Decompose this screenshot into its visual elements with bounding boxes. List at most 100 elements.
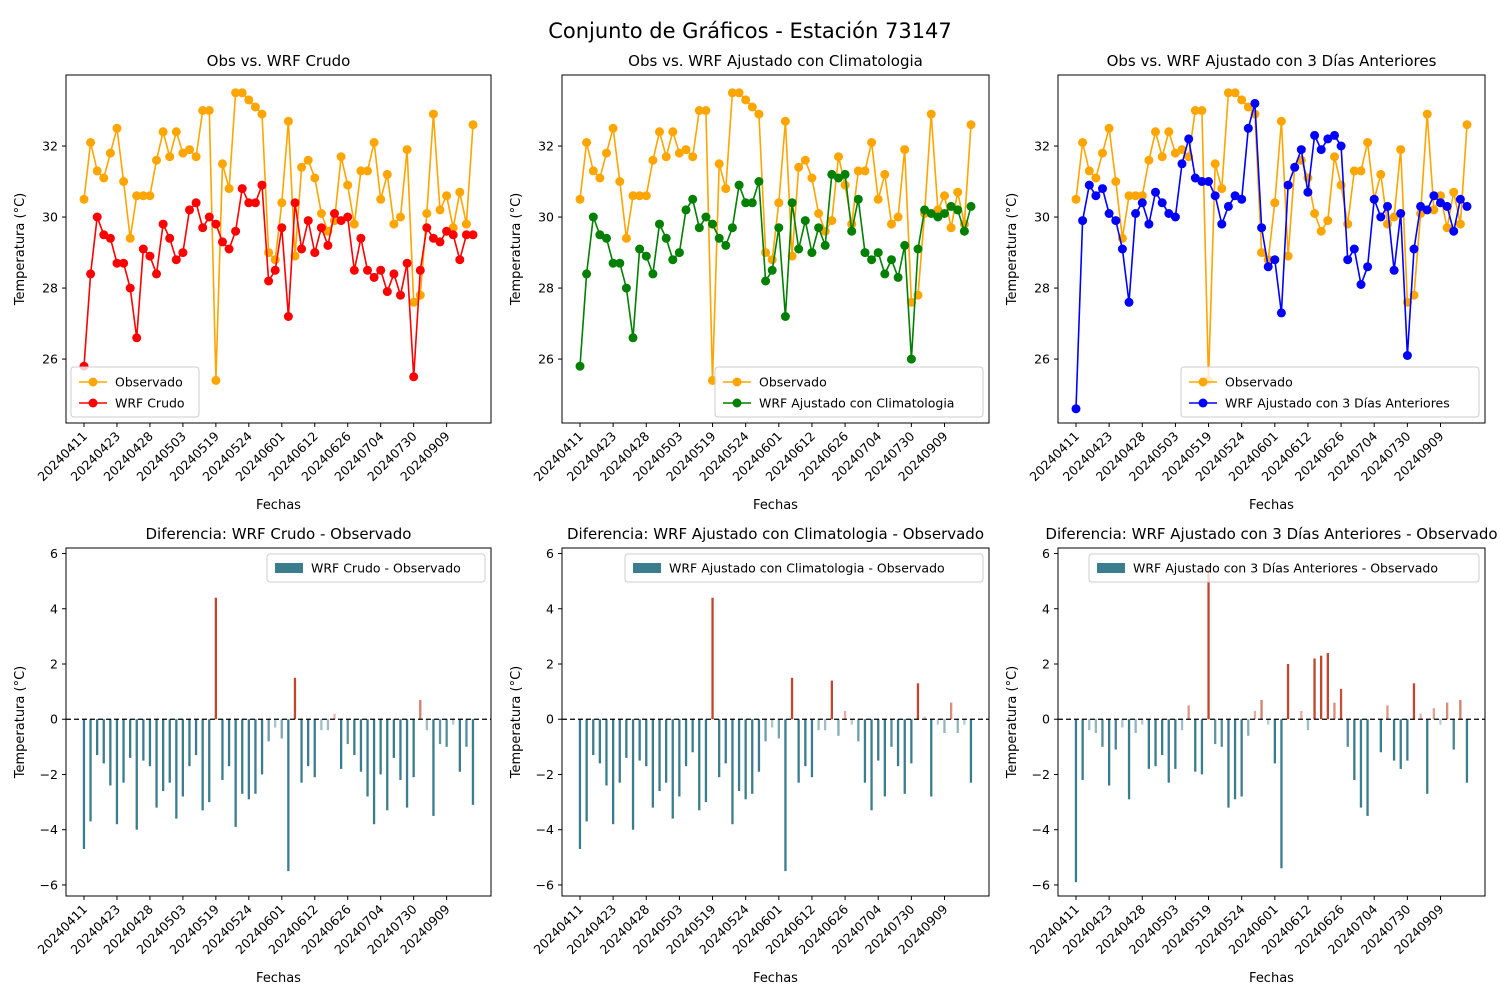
data-point: [1310, 209, 1320, 218]
bar: [1081, 719, 1084, 780]
data-point: [297, 244, 307, 254]
legend-label: Observado: [759, 375, 827, 390]
bar: [790, 677, 794, 720]
data-point: [1462, 120, 1472, 130]
data-point: [1383, 201, 1392, 211]
y-tick-label: 2: [50, 657, 58, 672]
data-point: [1422, 109, 1432, 119]
bar: [122, 719, 125, 783]
data-point: [840, 180, 850, 190]
data-point: [615, 177, 625, 186]
bar: [684, 719, 688, 767]
data-point: [701, 212, 711, 222]
data-point: [674, 248, 684, 258]
data-point: [376, 265, 386, 275]
data-point: [125, 233, 135, 243]
data-point: [741, 95, 751, 105]
data-point: [1429, 205, 1439, 215]
bar: [234, 719, 237, 827]
bar: [578, 719, 582, 849]
legend-swatch: [275, 563, 303, 573]
data-point: [152, 155, 161, 165]
bar: [181, 719, 184, 797]
data-point: [257, 180, 267, 190]
data-point: [158, 127, 168, 137]
bar: [691, 719, 694, 753]
bar: [1121, 719, 1124, 728]
data-point: [1111, 177, 1121, 186]
bar: [824, 719, 827, 731]
y-axis-label: Temperatura (°C): [1005, 666, 1020, 779]
bar: [704, 719, 708, 803]
bar: [471, 719, 475, 805]
data-point: [1290, 162, 1300, 172]
data-point: [780, 116, 790, 126]
bar: [1459, 699, 1462, 720]
data-point: [1144, 155, 1154, 165]
y-tick-label: −6: [1032, 877, 1050, 892]
data-point: [1376, 169, 1386, 179]
bar: [260, 719, 264, 775]
data-point: [402, 258, 412, 268]
data-point: [900, 145, 910, 155]
data-point: [237, 184, 247, 194]
data-point: [920, 205, 930, 215]
bar: [115, 719, 119, 825]
bar: [1452, 719, 1455, 750]
bar: [1108, 719, 1111, 786]
data-point: [396, 212, 405, 222]
panel-title: Diferencia: WRF Ajustado con 3 Días Ante…: [1045, 525, 1497, 543]
data-point: [681, 205, 691, 215]
data-point: [1409, 244, 1419, 254]
bar: [1094, 719, 1097, 733]
data-point: [1396, 145, 1406, 155]
bar: [605, 719, 608, 786]
data-point: [1157, 152, 1167, 162]
data-point: [402, 145, 412, 155]
data-point: [1276, 116, 1286, 126]
legend: WRF Ajustado con Climatologia - Observad…: [624, 553, 984, 583]
plot-frame: [65, 547, 492, 897]
data-point: [1223, 201, 1233, 211]
x-axis-label: Fechas: [256, 971, 301, 986]
data-point: [461, 230, 471, 240]
data-point: [270, 255, 280, 265]
bar: [784, 719, 787, 872]
data-point: [615, 258, 625, 268]
bar: [598, 719, 601, 764]
bar: [175, 719, 178, 819]
data-point: [1217, 184, 1227, 194]
bar: [326, 719, 330, 731]
bar: [870, 719, 873, 811]
bar: [254, 719, 257, 794]
series-line: [83, 92, 474, 381]
bar: [227, 719, 231, 767]
data-point: [1270, 255, 1280, 265]
bar: [465, 719, 468, 747]
bar: [379, 719, 382, 775]
data-point: [145, 191, 155, 201]
x-axis-label: Fechas: [1249, 971, 1294, 986]
series-wrf_crudo: [79, 180, 478, 382]
data-point: [1164, 209, 1174, 218]
bar: [1359, 719, 1363, 808]
data-point: [953, 205, 963, 215]
data-point: [112, 258, 122, 268]
plot-frame: [561, 74, 990, 424]
data-point: [1323, 216, 1333, 226]
data-point: [575, 361, 585, 371]
y-tick-label: −6: [536, 877, 554, 892]
y-tick-label: 30: [42, 210, 58, 225]
bar: [135, 719, 138, 830]
data-point: [145, 251, 155, 261]
data-point: [86, 138, 96, 147]
data-point: [747, 198, 757, 208]
bar: [1313, 658, 1316, 720]
data-point: [224, 244, 234, 254]
data-point: [827, 216, 837, 226]
data-point: [1442, 201, 1452, 211]
bar: [969, 719, 973, 783]
bar: [89, 719, 92, 822]
data-point: [1436, 191, 1445, 201]
data-point: [1237, 194, 1247, 204]
